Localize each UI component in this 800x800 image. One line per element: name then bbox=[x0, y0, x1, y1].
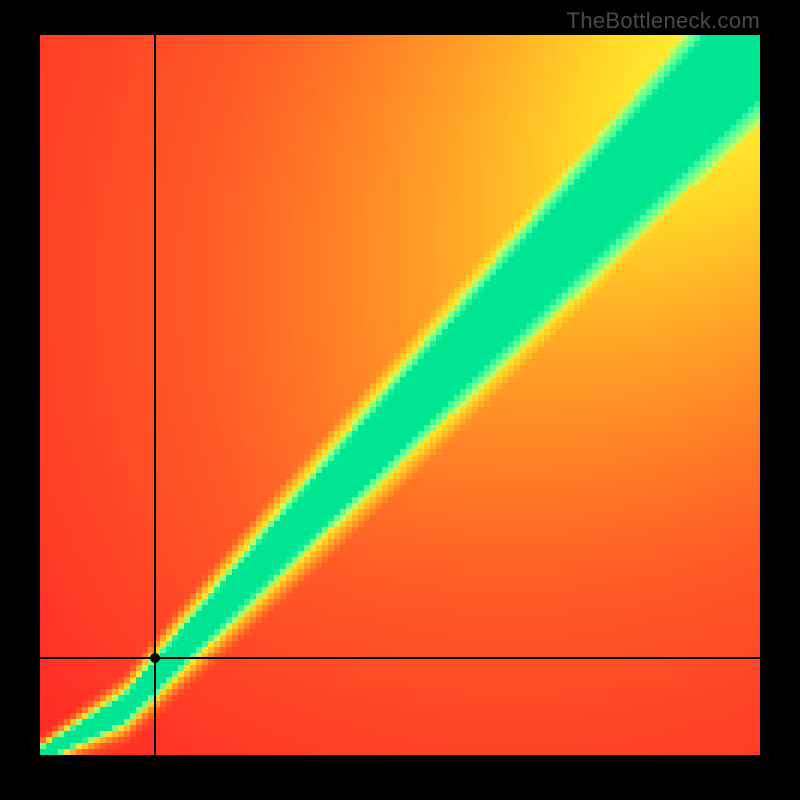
chart-container: TheBottleneck.com bbox=[0, 0, 800, 800]
crosshair-marker bbox=[150, 653, 160, 663]
crosshair-vertical bbox=[154, 35, 156, 755]
heatmap-area bbox=[40, 35, 760, 755]
crosshair-horizontal bbox=[40, 657, 760, 659]
heatmap-canvas bbox=[40, 35, 760, 755]
watermark-text: TheBottleneck.com bbox=[567, 8, 760, 34]
